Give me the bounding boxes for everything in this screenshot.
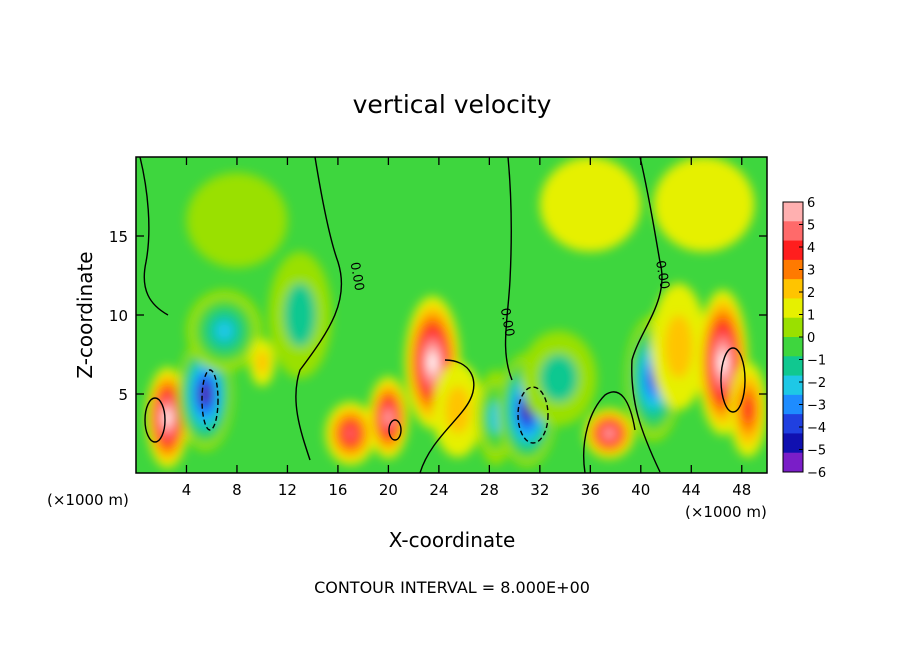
colorbar-tick-label-5: 1 [807,309,815,324]
contour-loop-1 [201,369,219,431]
heatmap-cell-11 [520,330,597,426]
heatmap-cell-14 [650,283,707,410]
colorbar-tick-label-10: −4 [807,421,826,436]
x-tick-label-7: 32 [530,481,549,499]
contour-line-5 [583,391,636,473]
y-tick-label-1: 10 [109,307,128,325]
x-axis-label: X-coordinate [389,528,516,552]
x-tick-label-5: 24 [429,481,448,499]
colorbar-tick-label-8: −2 [807,376,826,391]
contour-label-0: 0.00 [347,261,367,292]
x-tick-label-10: 44 [682,481,701,499]
heatmap-cell-4 [268,251,332,379]
colorbar-tick-label-1: 5 [807,219,815,234]
colorbar-swatch-12 [783,433,803,454]
x-tick-label-2: 12 [278,481,297,499]
contour-loop-3 [720,347,746,413]
contour-label-1: 0.00 [497,307,517,338]
y-tick-label-0: 5 [118,386,128,404]
contour-line-4 [419,359,475,473]
heatmap-cell-8 [432,362,484,458]
heatmap-cell-17 [653,157,755,252]
contour-loop-2 [517,386,549,444]
colorbar-swatch-10 [783,394,803,415]
colorbar-tick-label-2: 4 [807,241,815,256]
contour-loop-0 [144,397,166,443]
colorbar-swatch-1 [783,221,803,242]
x-tick-label-9: 40 [631,481,650,499]
colorbar-swatch-5 [783,298,803,319]
heatmap-cell-19 [186,172,288,268]
x-tick-label-0: 4 [182,481,192,499]
contour-line-1 [295,157,343,461]
colorbar-tick-label-12: −6 [807,466,826,481]
x-tick-label-11: 48 [732,481,751,499]
heatmap-cell-2 [186,289,263,372]
colorbar-tick-label-9: −3 [807,399,826,414]
chart-title: vertical velocity [353,90,552,119]
x-tick-label-4: 20 [379,481,398,499]
heatmap-cell-16 [729,362,767,458]
colorbar-tick-label-4: 2 [807,286,815,301]
colorbar-tick-label-11: −5 [807,444,826,459]
plot-area [136,157,767,473]
colorbar-swatch-3 [783,259,803,280]
x-unit-right: (×1000 m) [685,503,767,521]
heatmap-cell-18 [539,157,641,252]
y-axis-label: Z-coordinate [73,251,97,378]
colorbar-tick-label-3: 3 [807,264,815,279]
colorbar-tick-label-0: 6 [807,196,815,211]
colorbar-swatch-0 [783,202,803,222]
colorbar-swatch-4 [783,279,803,299]
colorbar-swatch-9 [783,375,803,396]
contour-loop-4 [388,419,402,441]
contour-label-2: 0.00 [652,259,672,290]
heatmap-cell-12 [584,408,635,459]
colorbar-swatch-6 [783,317,803,338]
contour-line-0 [139,157,169,316]
x-tick-label-3: 16 [328,481,347,499]
heatmap-cell-3 [249,338,275,387]
colorbar-swatch-2 [783,240,803,261]
contour-line-2 [504,157,513,381]
contour-line-3 [631,157,663,473]
colorbar-swatch-7 [783,337,803,357]
y-tick-label-2: 15 [109,228,128,246]
x-tick-label-6: 28 [480,481,499,499]
contour-interval-note: CONTOUR INTERVAL = 8.000E+00 [314,578,590,597]
colorbar-swatch-11 [783,414,803,434]
colorbar-swatch-8 [783,356,803,377]
colorbar-tick-label-6: 0 [807,331,815,346]
heatmap-cell-6 [368,376,409,459]
x-unit-left: (×1000 m) [47,491,129,509]
heatmap-cell-1 [177,337,234,451]
heatmap-cell-5 [325,401,376,466]
colorbar: 6 5 4 3 2 1 0 −1 −2 −3 −4 −5 −6 [782,196,826,481]
colorbar-swatch-13 [783,452,803,473]
x-tick-label-8: 36 [581,481,600,499]
x-tick-label-1: 8 [232,481,242,499]
colorbar-tick-label-7: −1 [807,354,826,369]
